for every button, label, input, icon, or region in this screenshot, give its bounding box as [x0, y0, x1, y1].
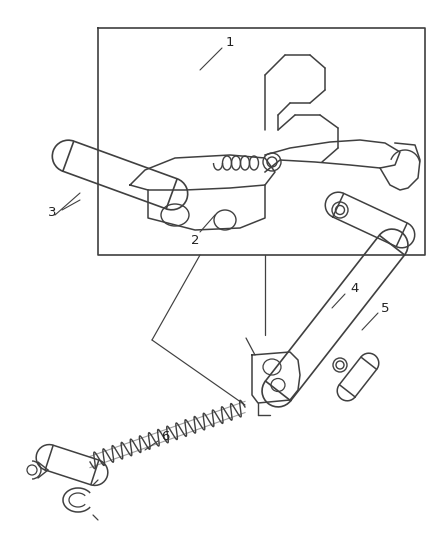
Text: 2: 2: [191, 233, 199, 246]
Text: 5: 5: [380, 302, 389, 314]
Text: 6: 6: [160, 431, 169, 443]
Text: 1: 1: [225, 36, 234, 49]
Text: 3: 3: [48, 206, 56, 220]
Text: 4: 4: [350, 281, 358, 295]
